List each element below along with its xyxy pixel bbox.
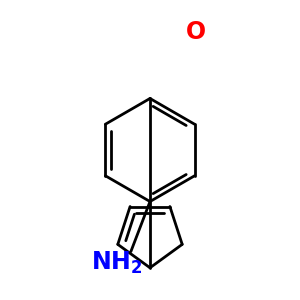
- Text: $\mathregular{NH_2}$: $\mathregular{NH_2}$: [91, 250, 143, 277]
- Text: O: O: [186, 20, 206, 44]
